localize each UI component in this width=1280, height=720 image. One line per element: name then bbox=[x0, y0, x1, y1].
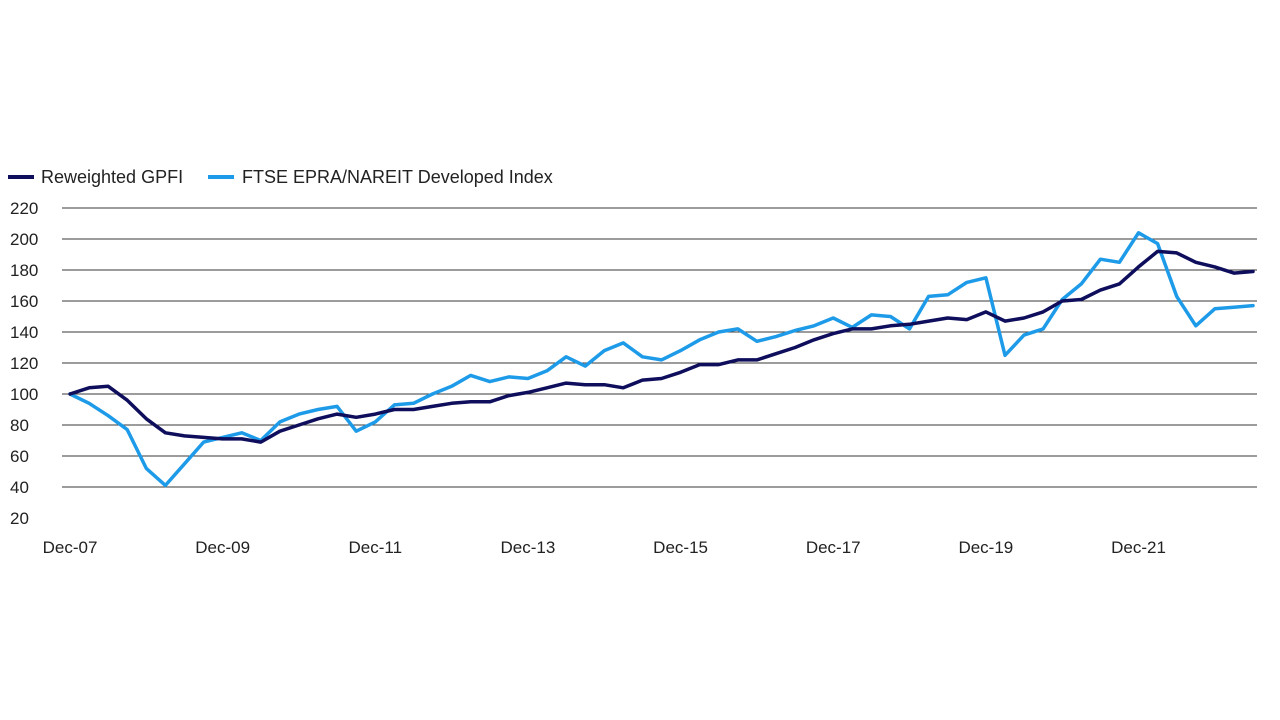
y-tick-label: 80 bbox=[10, 416, 29, 435]
x-tick-label: Dec-11 bbox=[349, 538, 403, 557]
y-tick-label: 120 bbox=[10, 354, 38, 373]
legend-label-reweighted-gpfi: Reweighted GPFI bbox=[41, 167, 183, 187]
x-tick-label: Dec-17 bbox=[806, 538, 861, 557]
legend-item-ftse-epra-nareit: FTSE EPRA/NAREIT Developed Index bbox=[208, 167, 553, 187]
series-line-ftse-epra-nareit bbox=[68, 231, 1255, 488]
y-tick-label: 140 bbox=[10, 323, 38, 342]
y-tick-label: 60 bbox=[10, 447, 29, 466]
y-tick-label: 220 bbox=[10, 199, 38, 218]
x-axis: Dec-07 Dec-09 Dec-11 Dec-13 Dec-15 Dec-17 Dec-… bbox=[43, 538, 1166, 557]
x-tick-label: Dec-13 bbox=[501, 538, 556, 557]
x-tick-label: Dec-15 bbox=[653, 538, 708, 557]
y-tick-label: 100 bbox=[10, 385, 38, 404]
x-tick-label: Dec-07 bbox=[43, 538, 98, 557]
y-tick-label: 160 bbox=[10, 292, 38, 311]
legend-label-ftse-epra-nareit: FTSE EPRA/NAREIT Developed Index bbox=[242, 167, 553, 187]
x-tick-label: Dec-21 bbox=[1111, 538, 1166, 557]
x-tick-label: Dec-09 bbox=[195, 538, 250, 557]
series-layer bbox=[68, 231, 1255, 488]
y-tick-label: 40 bbox=[10, 478, 29, 497]
y-tick-label: 180 bbox=[10, 261, 38, 280]
y-tick-label: 200 bbox=[10, 230, 38, 249]
legend-item-reweighted-gpfi: Reweighted GPFI bbox=[8, 167, 183, 187]
x-tick-label: Dec-19 bbox=[958, 538, 1013, 557]
series-line-reweighted-gpfi bbox=[68, 249, 1255, 444]
y-axis: 20 40 60 80 100 120 140 160 180 200 220 bbox=[10, 199, 38, 528]
gridlines bbox=[62, 207, 1257, 488]
y-tick-label: 20 bbox=[10, 509, 29, 528]
legend: Reweighted GPFI FTSE EPRA/NAREIT Develop… bbox=[8, 167, 553, 187]
